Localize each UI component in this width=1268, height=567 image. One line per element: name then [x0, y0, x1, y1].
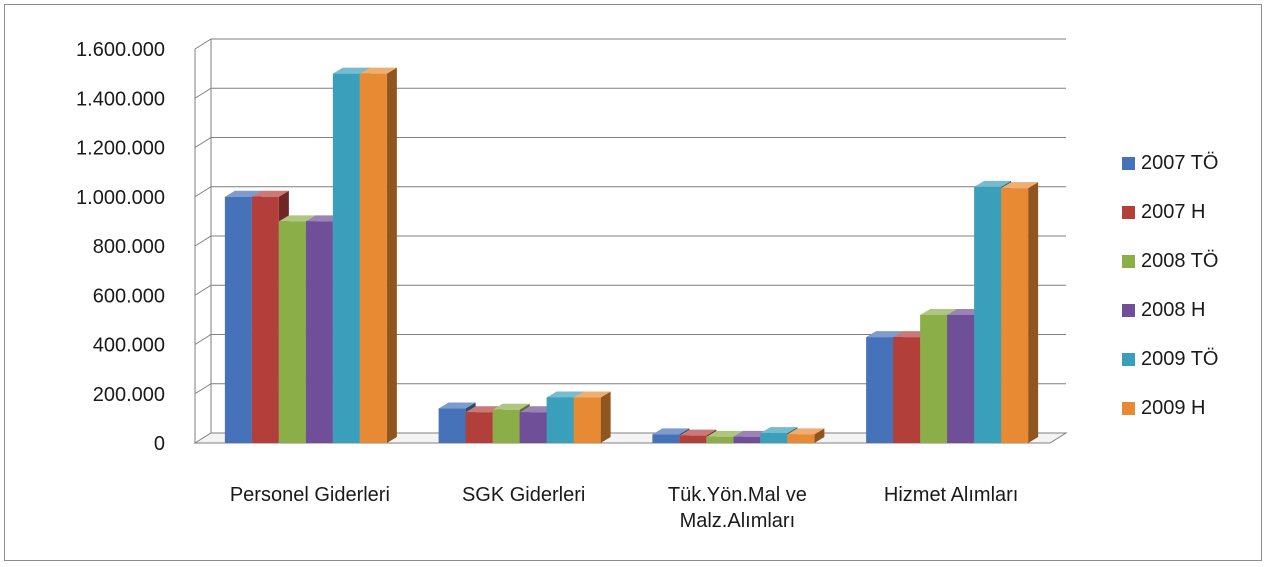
bar-top: [278, 215, 316, 222]
bar: [359, 73, 387, 443]
x-category-label: Tük.Yön.Mal ve Malz.Alımları: [668, 484, 807, 532]
bar: [787, 434, 815, 443]
legend-label: 2009 TÖ: [1141, 348, 1218, 370]
legend-label: 2008 TÖ: [1141, 250, 1218, 272]
bar: [947, 314, 975, 443]
bar-top: [679, 429, 717, 436]
bar: [519, 412, 547, 443]
bar-top: [706, 430, 744, 437]
legend-label: 2007 H: [1141, 201, 1206, 223]
bar: [706, 436, 734, 443]
bar-top: [332, 67, 370, 74]
gridline: [194, 383, 1066, 395]
bar: [866, 337, 894, 443]
bar-top: [492, 403, 530, 410]
bar: [546, 397, 574, 443]
gridline: [194, 137, 1066, 148]
y-tick-label: 800.000: [93, 236, 165, 258]
bar: [465, 412, 493, 443]
bar: [251, 196, 279, 443]
bar-side: [814, 428, 825, 443]
y-tick-label: 200.000: [93, 384, 165, 406]
bar-side: [600, 391, 611, 443]
bar: [305, 221, 333, 443]
bar-top: [787, 428, 825, 435]
legend-swatch: [1122, 402, 1135, 415]
gridline: [194, 334, 1066, 345]
bar: [492, 409, 520, 443]
x-category-label: SGK Giderleri: [462, 484, 585, 506]
bar: [679, 435, 707, 443]
bar-top: [866, 331, 904, 338]
y-tick-label: 0: [154, 433, 165, 455]
y-tick-label: 1.600.000: [76, 39, 165, 61]
bar: [278, 221, 306, 443]
bar-top: [224, 190, 262, 197]
bar-top: [760, 427, 798, 434]
bar: [920, 314, 948, 443]
legend-swatch: [1122, 206, 1135, 219]
bar: [573, 397, 601, 443]
x-category-label: Personel Giderleri: [230, 484, 390, 506]
gridline: [194, 284, 1066, 296]
bar-top: [652, 428, 690, 435]
gridline: [194, 235, 1066, 247]
gridline: [194, 186, 1066, 198]
bar-top: [920, 308, 958, 315]
legend-label: 2008 H: [1141, 299, 1206, 321]
y-tick-label: 1.000.000: [76, 187, 165, 209]
legend-label: 2009 H: [1141, 397, 1206, 419]
bar: [974, 186, 1002, 443]
bar-top: [1001, 182, 1039, 189]
gridline: [194, 87, 1066, 99]
legend-swatch: [1122, 157, 1135, 170]
bar: [652, 434, 680, 443]
gridline: [194, 38, 1066, 50]
bar: [1001, 188, 1029, 443]
bar-top: [359, 67, 397, 74]
x-category-label: Hizmet Alımları: [884, 484, 1018, 506]
bar: [224, 196, 252, 443]
bar-top: [573, 391, 611, 398]
bar-top: [974, 180, 1012, 187]
bar: [893, 337, 921, 443]
bar-side: [386, 67, 397, 443]
y-tick-label: 1.400.000: [76, 88, 165, 110]
y-tick-label: 600.000: [93, 285, 165, 307]
chart: 0 200.000 400.000 600.000 800.000 1.000.000 1.…: [76, 38, 1218, 532]
y-tick-label: 400.000: [93, 335, 165, 357]
bar: [438, 408, 466, 443]
bar: [760, 433, 788, 443]
bar-side: [1028, 182, 1039, 443]
bar: [733, 436, 761, 443]
bar: [332, 73, 360, 443]
legend-swatch: [1122, 353, 1135, 366]
legend-swatch: [1122, 304, 1135, 317]
bar-top: [251, 190, 289, 197]
legend-label: 2007 TÖ: [1141, 152, 1218, 174]
legend-swatch: [1122, 255, 1135, 268]
bar-top: [438, 402, 476, 409]
bar-top: [546, 391, 584, 398]
chart-frame: 0 200.000 400.000 600.000 800.000 1.000.000 1.…: [4, 4, 1262, 561]
y-tick-label: 1.200.000: [76, 138, 165, 160]
